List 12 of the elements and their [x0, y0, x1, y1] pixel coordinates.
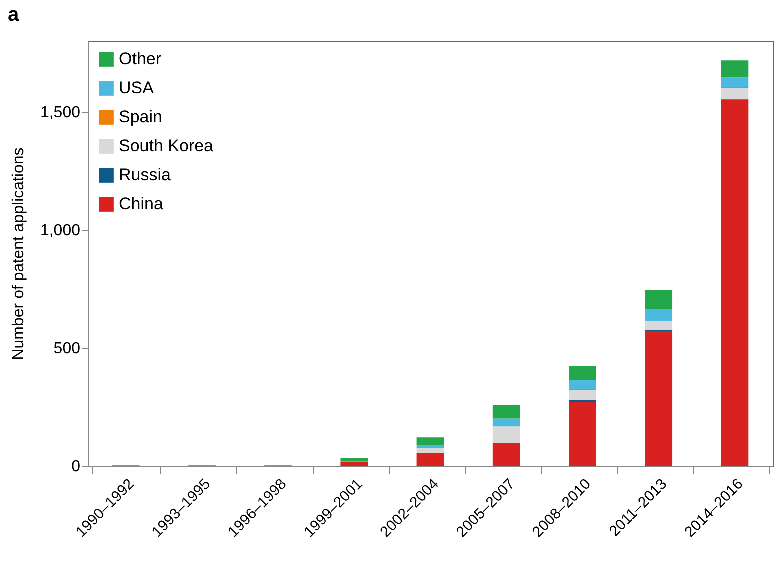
legend-label: Other [119, 50, 162, 68]
y-tick-label: 1,500 [40, 104, 81, 122]
legend-label: USA [119, 78, 155, 98]
y-tick-label: 500 [54, 340, 81, 358]
chart-title: a [8, 4, 20, 26]
legend-label: South Korea [119, 136, 214, 156]
legend-label: Russia [119, 166, 172, 184]
y-tick-label: 1,000 [40, 222, 81, 240]
y-tick-label: 0 [72, 458, 81, 476]
y-axis-title: Number of patent applications [10, 148, 28, 360]
legend-label: Spain [119, 108, 162, 126]
legend-label: China [119, 194, 164, 214]
